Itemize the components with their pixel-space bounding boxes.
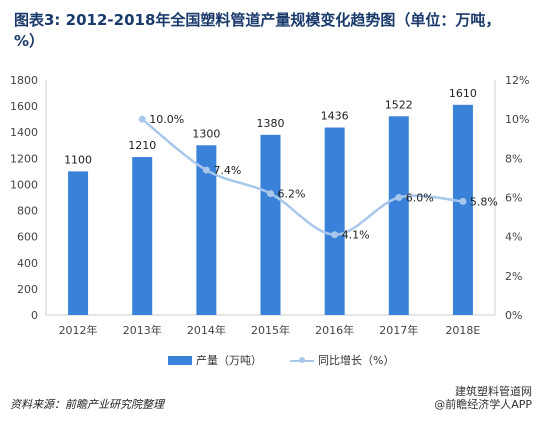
y-left-tick-label: 1200 [10,152,38,165]
x-tick-label: 2017年 [379,323,418,337]
growth-line [141,118,464,236]
bar-2015年 [260,134,281,315]
combo-chart: 0 200 400 600 800 1000 1200 1400 1600 1800 0% 2% 4% 6… [10,74,529,337]
chart-title: 图表3: 2012-2018年全国塑料管道产量规模变化趋势图（单位：万吨，%） [14,11,501,50]
legend-label-output: 产量（万吨） [196,354,262,367]
y-right-tick-label: 4% [505,231,522,244]
bar-2016年 [324,127,345,316]
bar-data-label: 1210 [128,139,156,152]
x-tick-label: 2015年 [251,323,290,337]
bar-data-label: 1300 [192,127,220,140]
legend-item-output: 产量（万吨） [168,352,262,368]
y-right-tick-label: 0% [505,309,522,322]
bar-2014年 [196,145,217,315]
x-tick-label: 2018E [445,324,480,337]
bar-data-label: 1380 [257,117,285,130]
y-left-tick-label: 0 [31,309,38,322]
bar-data-label: 1436 [321,110,349,123]
legend-swatch-bar [168,355,192,365]
x-tick-label: 2013年 [123,323,162,337]
growth-point [202,166,210,174]
watermark: 建筑塑料管道网 @前瞻经济学人APP [434,385,532,411]
y-left-tick-label: 1800 [10,74,38,87]
y-left-tick-label: 1400 [10,126,38,139]
growth-data-label: 5.8% [470,195,498,208]
legend-swatch-line [290,356,314,365]
y-left-tick-label: 1600 [10,100,38,113]
y-left-tick-label: 200 [17,283,38,296]
growth-data-label: 7.4% [213,164,241,177]
growth-data-label: 6.0% [406,192,434,205]
bar-2017年 [388,116,409,315]
bar-2012年 [68,171,89,315]
source-note: 资料来源：前瞻产业研究院整理 [10,398,164,411]
growth-point [267,190,274,198]
bar-2013年 [132,157,153,315]
legend-item-growth: 同比增长（%） [290,352,394,368]
growth-point [331,231,339,239]
y-left-tick-label: 600 [17,231,38,244]
y-right-tick-label: 8% [505,152,522,165]
growth-point [138,115,146,123]
growth-point [459,197,467,205]
watermark-line-2: @前瞻经济学人APP [434,398,532,411]
y-left-tick-label: 400 [17,257,38,270]
growth-data-label: 10.0% [149,113,184,126]
bar-data-label: 1522 [385,98,413,111]
bar-2018E [452,104,473,315]
growth-point [395,194,403,201]
legend: 产量（万吨） 同比增长（%） [0,352,540,368]
x-tick-label: 2012年 [59,323,98,337]
y-right-tick-label: 12% [505,74,529,87]
y-right-tick-label: 10% [505,113,529,126]
x-tick-label: 2014年 [187,323,226,337]
y-left-tick-label: 800 [17,205,38,218]
bar-data-label: 1100 [64,153,92,166]
watermark-line-1: 建筑塑料管道网 [455,385,532,398]
y-right-tick-label: 6% [505,192,522,205]
legend-label-growth: 同比增长（%） [318,354,395,367]
bar-data-label: 1610 [449,87,477,100]
growth-data-label: 4.1% [342,229,370,242]
y-right-tick-label: 2% [505,270,522,283]
x-tick-label: 2016年 [315,323,354,337]
growth-data-label: 6.2% [278,188,306,201]
y-left-tick-label: 1000 [10,178,38,191]
